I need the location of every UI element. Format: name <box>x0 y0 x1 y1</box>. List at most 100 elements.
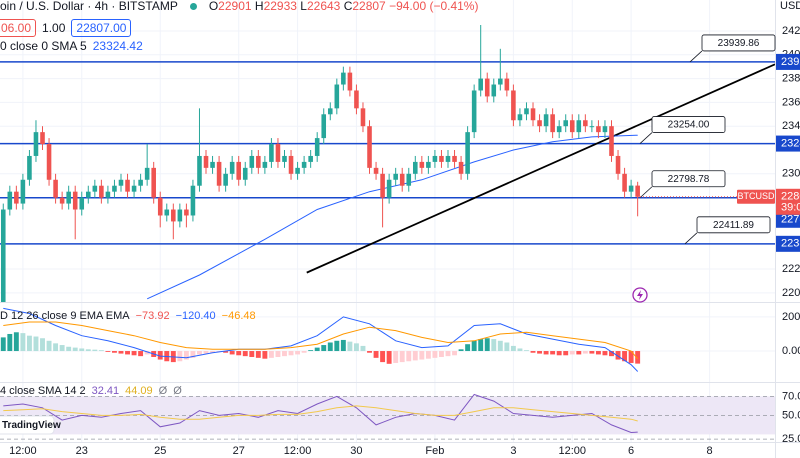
macd-histogram-bar <box>183 351 189 360</box>
candle-body <box>354 90 359 109</box>
x-tick-label: 25 <box>154 445 166 457</box>
macd-histogram-bar <box>295 351 301 355</box>
quantity[interactable]: 1.00 <box>42 20 66 35</box>
macd-histogram-bar <box>432 351 438 358</box>
candle-body <box>151 167 156 198</box>
candle-body <box>256 155 261 168</box>
sma-value: 23324.42 <box>92 39 143 53</box>
candle-body <box>367 126 372 168</box>
y-tick-label: 2200 <box>782 287 800 299</box>
candle-body <box>517 114 523 121</box>
macd-histogram-bar <box>628 351 634 363</box>
y-tick-label: 50.0 <box>782 409 800 421</box>
candle-body <box>511 90 516 121</box>
candle-body <box>131 185 137 192</box>
symbol-tag <box>737 189 775 204</box>
macd-histogram-bar <box>301 351 307 353</box>
candle-body <box>249 155 255 168</box>
candle-body <box>157 197 163 216</box>
candle-body <box>262 161 268 168</box>
macd-histogram-bar <box>92 349 98 352</box>
buy-button[interactable]: 22807.00 <box>71 18 132 37</box>
candle-body <box>236 161 242 180</box>
rsi-extra: Ø <box>158 385 168 397</box>
macd-histogram-bar <box>497 340 503 352</box>
candle-body <box>458 161 464 174</box>
y-tick-label: 2300 <box>782 168 800 180</box>
callout-box <box>651 116 726 133</box>
callout-leader <box>684 232 698 245</box>
candle-body <box>242 167 248 180</box>
candle-body <box>59 197 65 204</box>
candle-body <box>406 173 412 186</box>
macd-histogram-bar <box>13 332 19 352</box>
macd-histogram-bar <box>111 351 117 353</box>
candle-body <box>308 155 313 162</box>
macd-histogram-bar <box>635 351 641 364</box>
y-tick-label: 2340 <box>782 120 800 132</box>
macd-histogram-bar <box>530 351 536 353</box>
candle-body <box>439 155 444 162</box>
candle-body <box>386 179 392 198</box>
x-tick-label: 23 <box>76 445 88 457</box>
macd-legend: D 12 26 close 9 EMA EMA −73.92 −120.40 −46… <box>0 308 256 324</box>
sma-label: 0 close 0 SMA 5 <box>0 39 87 53</box>
y-tick-label: 0.00 <box>782 345 800 357</box>
candle-body <box>184 209 189 216</box>
macd-histogram-bar <box>510 345 516 352</box>
macd-histogram-bar <box>471 340 477 352</box>
macd-histogram-bar <box>491 339 497 352</box>
x-tick-label: 6 <box>628 445 634 457</box>
macd-histogram-bar <box>98 350 104 352</box>
candle-body <box>602 126 608 133</box>
candle-body <box>269 144 274 162</box>
macd-histogram-bar <box>79 348 85 352</box>
macd-histogram-bar <box>517 348 523 352</box>
candle-body <box>471 90 477 133</box>
candle-body <box>112 185 117 192</box>
x-tick-label: 3 <box>510 445 516 457</box>
candle-body <box>341 72 346 85</box>
y-tick-label: 2360 <box>782 96 800 108</box>
macd-histogram-bar <box>589 351 595 354</box>
candle-body <box>229 161 235 174</box>
symbol: oin / U.S. Dollar · 4h · BITSTAMP <box>0 0 178 13</box>
macd-histogram-bar <box>236 351 242 356</box>
macd-histogram-bar <box>262 351 268 359</box>
callout-leader <box>639 186 653 199</box>
low: 22643 <box>306 0 341 13</box>
macd-histogram-bar <box>7 333 13 352</box>
macd-histogram-bar <box>125 351 130 355</box>
candle-body <box>7 191 13 210</box>
macd-title: D 12 26 close 9 EMA EMA <box>0 310 130 322</box>
macd-histogram-bar <box>229 351 235 355</box>
y-tick-label: 2380 <box>782 72 800 84</box>
macd-histogram-bar <box>452 351 457 356</box>
candle-body <box>628 185 634 192</box>
callout-label: 22798.78 <box>668 174 710 185</box>
macd-histogram-bar <box>563 351 569 356</box>
macd-histogram-bar <box>59 345 65 352</box>
macd-histogram-bar <box>0 337 6 352</box>
candle-body <box>615 155 621 174</box>
macd-histogram-bar <box>66 346 72 352</box>
macd-histogram-bar <box>33 336 39 352</box>
macd-histogram-bar <box>478 339 484 352</box>
macd-histogram-bar <box>504 342 510 352</box>
macd-histogram-bar <box>144 351 150 355</box>
candle-body <box>164 209 170 216</box>
rsi-title: 4 close SMA 14 2 <box>0 385 86 397</box>
macd-histogram-bar <box>602 351 608 356</box>
macd-histogram-bar <box>242 351 248 357</box>
alert-icon <box>632 287 648 303</box>
callout-label: 23939.86 <box>718 38 760 49</box>
candle-body <box>14 191 19 204</box>
candle-body <box>40 132 45 145</box>
macd-histogram-bar <box>203 351 209 354</box>
sell-button[interactable]: 06.00 <box>0 18 37 37</box>
x-tick-label: 27 <box>233 445 245 457</box>
